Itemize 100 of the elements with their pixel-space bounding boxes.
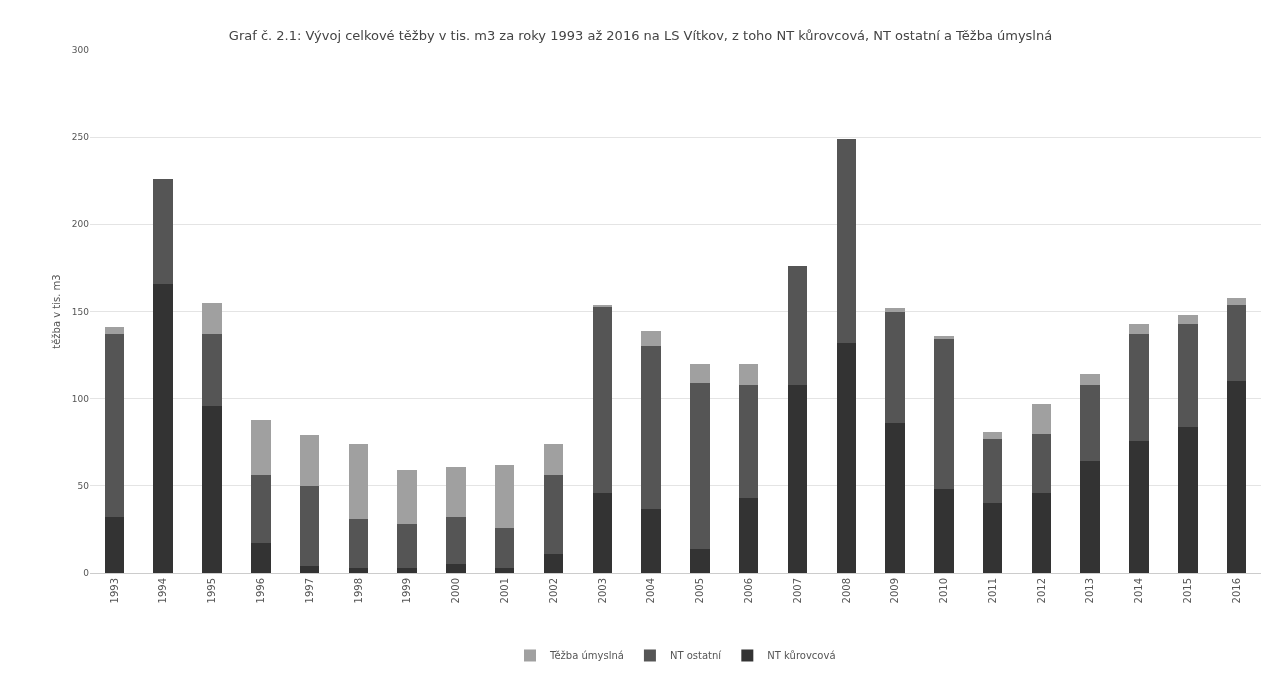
x-tick-label: 1993 <box>108 578 120 604</box>
bar <box>104 517 125 573</box>
bar <box>885 308 905 312</box>
bar <box>885 311 905 424</box>
x-tick-label: 2006 <box>742 578 754 604</box>
bar <box>690 382 710 549</box>
bar <box>446 466 466 518</box>
bar <box>982 431 1003 439</box>
y-tick-label: 300 <box>71 45 90 56</box>
y-axis-title: těžba v tis. m3 <box>51 274 62 349</box>
x-tick-label: 2005 <box>694 578 706 604</box>
legend-label: NT kůrovcová <box>767 650 836 662</box>
bar <box>202 405 222 573</box>
bar <box>543 475 564 554</box>
bar <box>202 334 222 406</box>
x-tick-label: 2013 <box>1084 578 1096 604</box>
x-tick-label: 2002 <box>547 578 559 604</box>
bar <box>104 327 125 335</box>
bar <box>592 492 613 573</box>
y-tick-label: 0 <box>83 568 90 579</box>
bar <box>1226 304 1247 382</box>
bar <box>299 435 320 486</box>
bar <box>1080 374 1100 385</box>
bar <box>1226 297 1247 305</box>
x-tick-label: 2007 <box>791 578 803 604</box>
y-tick-label: 250 <box>71 132 90 143</box>
x-tick-label: 1994 <box>157 578 169 604</box>
bar <box>251 543 271 573</box>
bar <box>1031 403 1052 434</box>
bar <box>348 443 369 519</box>
x-tick-label: 1998 <box>352 578 364 604</box>
x-tick-label: 2001 <box>498 578 510 604</box>
bar <box>543 553 564 573</box>
x-tick-label: 2008 <box>840 578 852 604</box>
bar <box>787 384 808 573</box>
bar <box>446 564 466 573</box>
bar <box>1178 323 1198 427</box>
legend-label: NT ostatní <box>669 650 723 662</box>
x-tick-label: 1999 <box>401 578 413 604</box>
bar <box>397 470 417 525</box>
y-tick-label: 50 <box>77 480 90 491</box>
bar <box>494 567 515 573</box>
chart-title: Graf č. 2.1: Vývoj celkové těžby v tis. m3 za roky 1993 až 2016 na LS Vítkov, z toho NT kůrovcová, NT ostatní a Těžba úmyslná <box>228 27 1053 43</box>
bar <box>738 384 759 499</box>
x-tick-label: 1997 <box>303 578 315 604</box>
bar <box>885 423 905 573</box>
x-tick-label: 2009 <box>889 578 901 604</box>
x-tick-label: 2015 <box>1182 578 1194 604</box>
bar <box>934 489 954 573</box>
bar <box>982 503 1003 573</box>
bar <box>446 517 466 565</box>
y-tick-label: 150 <box>71 306 90 317</box>
x-tick-label: 1995 <box>206 578 218 604</box>
x-tick-label: 2003 <box>596 578 608 604</box>
bar <box>251 475 271 544</box>
bar <box>934 339 954 490</box>
x-tick-label: 2000 <box>450 578 462 604</box>
y-tick-label: 200 <box>71 219 90 230</box>
legend-label: Těžba úmyslná <box>549 650 624 662</box>
x-tick-label: 2016 <box>1230 578 1242 604</box>
y-tick-label: 100 <box>71 393 90 404</box>
bar <box>641 508 661 573</box>
bar <box>641 330 661 347</box>
bar <box>738 363 759 385</box>
bar <box>153 283 173 573</box>
bar <box>738 498 759 573</box>
bar <box>104 334 125 518</box>
x-tick-label: 1996 <box>255 578 267 604</box>
bar <box>690 363 710 383</box>
bar <box>1080 461 1100 573</box>
bar <box>1031 492 1052 573</box>
bar <box>348 518 369 568</box>
bar <box>1226 381 1247 573</box>
bar <box>494 464 515 528</box>
bar <box>251 419 271 476</box>
x-tick-label: 2010 <box>938 578 950 604</box>
x-tick-label: 2011 <box>986 578 998 604</box>
bar <box>1031 433 1052 493</box>
bar <box>592 306 613 493</box>
bar <box>1080 384 1100 462</box>
bar <box>1129 440 1149 573</box>
bar <box>690 548 710 573</box>
bar <box>836 342 857 573</box>
bar <box>494 527 515 568</box>
bar <box>397 524 417 568</box>
bar <box>397 567 417 573</box>
bar <box>1178 314 1198 324</box>
bar <box>982 438 1003 504</box>
bar <box>1178 426 1198 573</box>
bar <box>787 266 808 385</box>
bar <box>348 567 369 573</box>
bar <box>202 302 222 335</box>
x-tick-label: 2014 <box>1133 578 1145 604</box>
bar <box>543 443 564 476</box>
x-tick-label: 2012 <box>1035 578 1047 604</box>
bar <box>299 566 320 573</box>
bar <box>641 346 661 509</box>
bar <box>1129 323 1149 335</box>
bar <box>153 179 173 284</box>
bar <box>836 138 857 343</box>
